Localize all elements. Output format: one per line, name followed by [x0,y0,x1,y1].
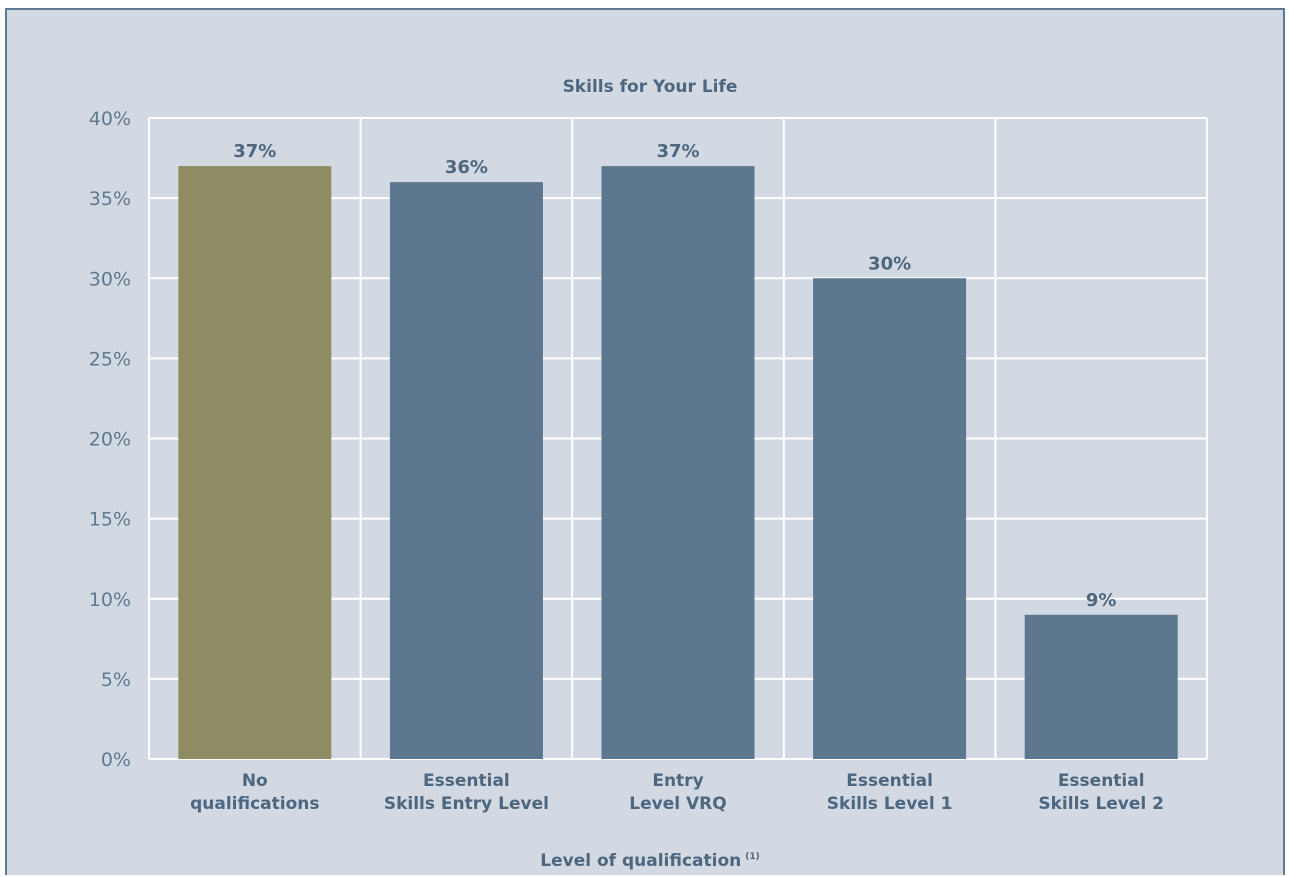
x-tick-label-2-line-1: Level VRQ [629,794,726,814]
x-tick-label-4-line-0: Essential [1058,771,1145,791]
y-tick-label-1: 5% [101,669,131,691]
x-axis-title-text: Level of qualification [540,851,741,871]
y-tick-label-5: 25% [89,348,131,370]
y-tick-label-8: 40% [89,108,131,130]
x-tick-label-4-line-1: Skills Level 2 [1038,794,1164,814]
bar-3 [813,278,967,759]
data-label-0: 37% [233,141,276,162]
data-label-2: 37% [656,141,699,162]
x-tick-label-2-line-0: Entry [652,771,703,791]
bar-4 [1024,614,1178,759]
chart-title: Skills for Your Life [563,77,738,97]
data-label-4: 9% [1086,590,1117,611]
bar-chart: Skills for Your Life 0% 5% 10% 15% 20% 25% 30%… [89,77,1208,871]
y-tick-label-4: 20% [89,429,131,451]
y-tick-label-2: 10% [89,589,131,611]
y-tick-label-6: 30% [89,268,131,290]
data-label-1: 36% [445,157,488,178]
x-tick-label-1-line-1: Skills Entry Level [384,794,549,814]
bar-2 [601,166,755,759]
x-tick-label-3-line-0: Essential [846,771,933,791]
y-tick-label-3: 15% [89,509,131,531]
bar-0 [178,166,332,759]
bar-1 [389,182,543,760]
x-tick-label-0-line-0: No [242,771,268,791]
y-tick-label-0: 0% [101,749,131,771]
x-axis-title-footnote: (1) [745,852,760,862]
y-tick-label-7: 35% [89,188,131,210]
x-tick-label-0-line-1: qualifications [190,794,319,814]
x-tick-label-3-line-1: Skills Level 1 [827,794,953,814]
data-label-3: 30% [868,253,911,274]
chart-frame: Skills for Your Life 0% 5% 10% 15% 20% 25% 30%… [5,8,1285,875]
x-axis-title: Level of qualification (1) [540,851,760,871]
x-tick-label-1-line-0: Essential [423,771,510,791]
